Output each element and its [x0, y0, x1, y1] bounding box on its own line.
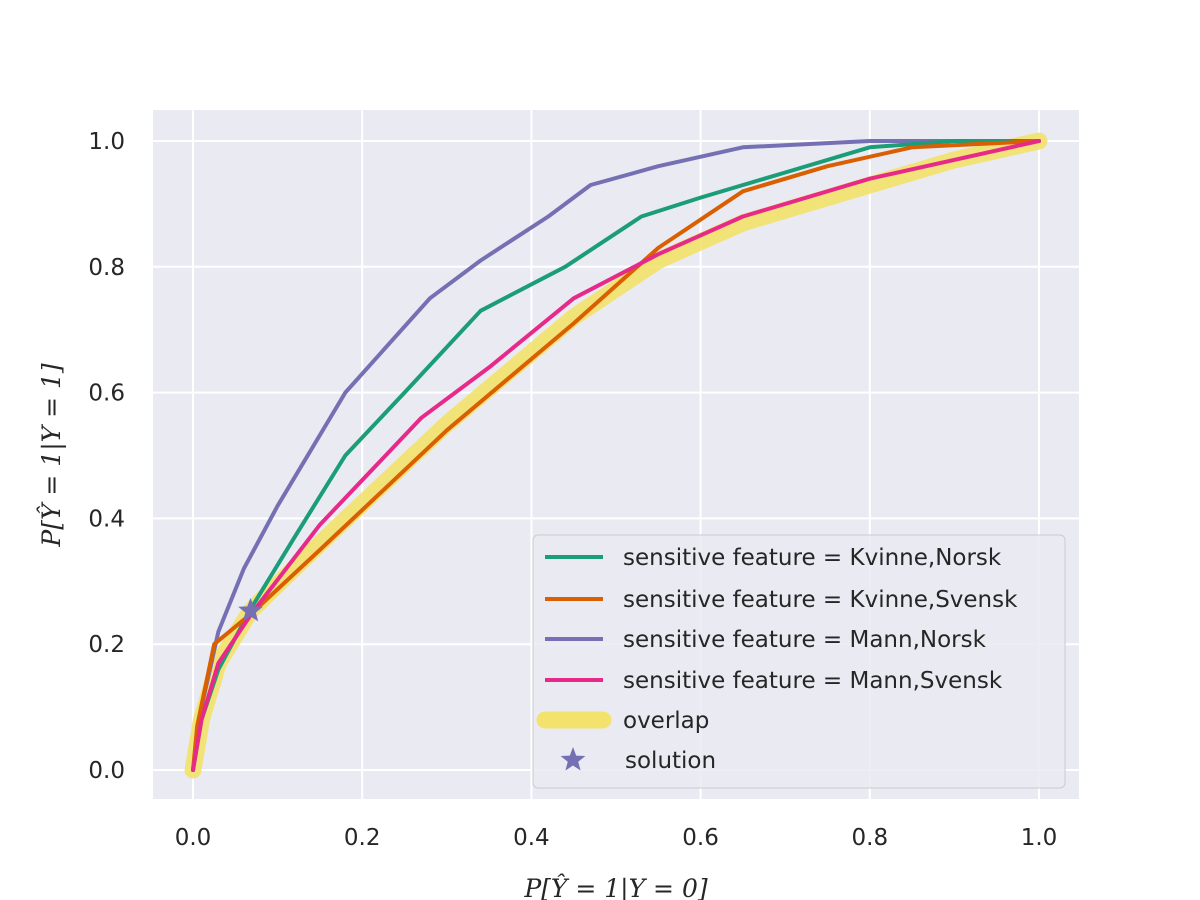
- x-tick-label: 0.0: [175, 825, 212, 851]
- y-tick-labels: 0.0 0.2 0.4 0.6 0.8 1.0: [88, 129, 125, 784]
- y-tick-label: 0.4: [88, 506, 125, 532]
- legend-label-kvinne-svensk: sensitive feature = Kvinne,Svensk: [623, 587, 1018, 613]
- x-tick-label: 0.2: [344, 825, 381, 851]
- series-line-mann-norsk: [191, 139, 1041, 772]
- legend-label-kvinne-norsk: sensitive feature = Kvinne,Norsk: [623, 545, 1002, 571]
- x-tick-labels: 0.0 0.2 0.4 0.6 0.8 1.0: [175, 825, 1058, 851]
- x-axis-label: P[Ŷ = 1|Y = 0]: [523, 874, 707, 900]
- legend-handle-solution-star-icon: [560, 747, 586, 771]
- x-tick-label: 0.6: [682, 825, 719, 851]
- y-tick-label: 0.0: [88, 758, 125, 784]
- legend-label-mann-norsk: sensitive feature = Mann,Norsk: [623, 627, 987, 653]
- y-tick-label: 0.8: [88, 255, 125, 281]
- legend-frame: [532, 534, 1066, 789]
- legend-label-overlap: overlap: [623, 708, 709, 734]
- series-line-mann-svensk: [191, 139, 1041, 772]
- x-tick-label: 1.0: [1021, 825, 1058, 851]
- y-axis-label: P[Ŷ = 1|Y = 1]: [37, 363, 67, 547]
- solution-star-icon: [238, 597, 263, 622]
- series-layer: [184, 132, 1048, 779]
- x-tick-label: 0.4: [513, 825, 550, 851]
- x-tick-label: 0.8: [852, 825, 889, 851]
- y-tick-label: 1.0: [88, 129, 125, 155]
- legend-label-solution: solution: [625, 748, 716, 774]
- series-line-kvinne-svensk: [191, 139, 1041, 772]
- y-tick-label: 0.2: [88, 632, 125, 658]
- y-tick-label: 0.6: [88, 381, 125, 407]
- legend-label-mann-svensk: sensitive feature = Mann,Svensk: [623, 668, 1003, 694]
- legend: sensitive feature = Kvinne,Norsk sensiti…: [532, 534, 1066, 789]
- marker-layer: [238, 597, 263, 622]
